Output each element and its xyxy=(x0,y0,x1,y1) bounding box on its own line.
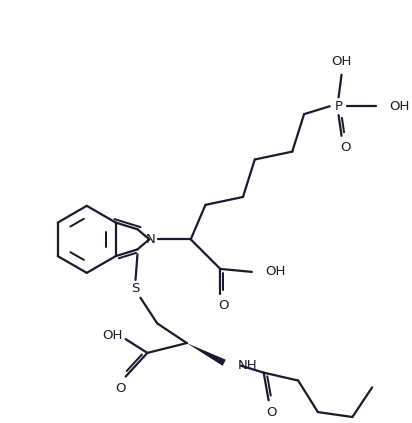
Text: N: N xyxy=(145,233,155,246)
Text: O: O xyxy=(340,141,351,154)
Text: NH: NH xyxy=(238,359,258,372)
Text: P: P xyxy=(335,100,343,113)
Text: O: O xyxy=(218,299,229,312)
Text: OH: OH xyxy=(103,329,123,342)
Text: OH: OH xyxy=(331,55,352,69)
Polygon shape xyxy=(187,343,226,366)
Text: OH: OH xyxy=(389,100,409,113)
Text: O: O xyxy=(266,406,277,419)
Text: O: O xyxy=(115,382,126,395)
Text: S: S xyxy=(131,282,140,295)
Text: OH: OH xyxy=(266,265,286,278)
